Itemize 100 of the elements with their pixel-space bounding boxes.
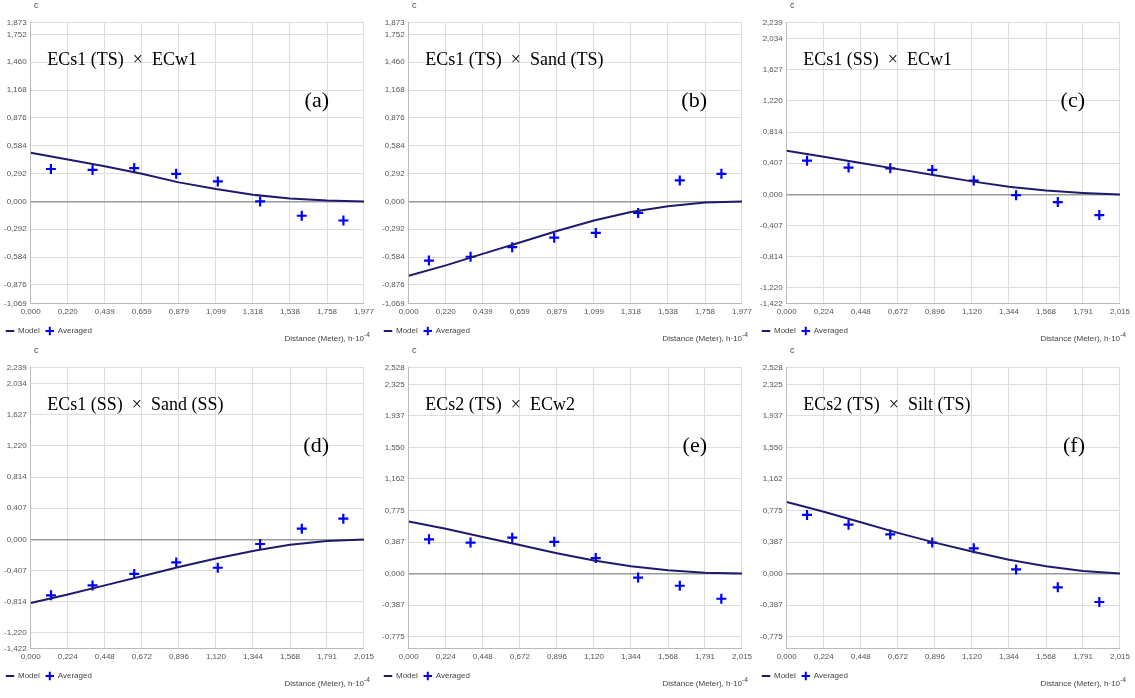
y-axis-title: c	[34, 0, 39, 10]
point	[211, 175, 224, 188]
y-tick-label: 1,873	[6, 18, 28, 27]
x-tick-label: 1,120	[583, 652, 605, 662]
x-tick-label: 1,344	[242, 652, 264, 662]
y-tick-label: 2,239	[6, 363, 28, 372]
point	[632, 571, 645, 584]
y-tick-label: -0,584	[4, 252, 28, 262]
x-tick-label: 0,879	[546, 307, 568, 317]
x-tick-label: 0,659	[509, 307, 531, 317]
annotation: (b)	[681, 86, 707, 112]
y-tick-label: 1,752	[6, 29, 28, 39]
point	[673, 174, 686, 187]
x-tick-label: 0,000	[776, 307, 798, 317]
y-tick-label: -1,069	[4, 298, 28, 308]
point	[800, 508, 814, 522]
point	[254, 195, 267, 208]
x-tick-label: 0,000	[398, 652, 420, 662]
point	[86, 579, 99, 592]
x-axis-title: Distance (Meter), h·10$^{-4}$	[284, 676, 370, 688]
x-tick-label: 0,224	[813, 307, 835, 317]
legend-label: Model	[774, 326, 797, 336]
point	[44, 162, 58, 176]
x-tick-label: 1,568	[280, 652, 301, 662]
y-tick-label: 1,873	[384, 18, 406, 27]
point	[1093, 595, 1106, 609]
x-tick-label: 1,318	[620, 307, 642, 317]
legend-label: Averaged	[813, 671, 848, 681]
point	[295, 522, 308, 535]
y-tick-label: 0,584	[384, 140, 406, 150]
x-tick-label: 0,896	[546, 652, 568, 662]
y-tick-label: 2,239	[762, 18, 784, 27]
point	[800, 154, 814, 167]
x-tick-label: 0,439	[472, 307, 494, 317]
y-tick-label: 0,775	[762, 505, 784, 515]
x-tick-label: 1,568	[1036, 652, 1057, 662]
x-tick-label: 1,344	[620, 652, 642, 662]
x-tick-label: 1,791	[316, 652, 338, 662]
point	[86, 163, 99, 177]
x-tick-label: 0,672	[131, 652, 153, 662]
y-tick-label: -0,814	[4, 597, 28, 606]
x-tick-label: 0,672	[887, 307, 909, 317]
x-tick-label: 1,318	[242, 307, 264, 317]
y-tick-label: 2,528	[384, 363, 406, 372]
y-tick-label: 2,325	[384, 379, 406, 389]
x-tick-label: 0,896	[924, 652, 946, 662]
y-tick-label: 0,814	[762, 127, 784, 137]
x-tick-label: 0,224	[57, 652, 79, 662]
y-tick-label: 0,292	[384, 168, 406, 178]
x-tick-label: 1,758	[695, 307, 716, 317]
y-tick-label: 2,034	[762, 33, 784, 43]
x-tick-label: 0,448	[94, 652, 116, 662]
point	[842, 518, 855, 531]
x-tick-label: 1,791	[1072, 307, 1094, 317]
legend-label: Model	[774, 671, 797, 681]
y-tick-label: 0,407	[6, 503, 28, 513]
x-tick-label: 2,015	[353, 652, 375, 662]
x-tick-label: 1,538	[657, 307, 679, 317]
y-tick-label: -0,584	[382, 252, 406, 262]
point	[548, 231, 561, 244]
y-tick-label: -0,814	[760, 252, 784, 261]
x-tick-label: 0,220	[57, 307, 79, 317]
y-tick-label: 2,528	[762, 363, 784, 372]
y-tick-label: 0,000	[384, 196, 406, 206]
y-axis-title: c	[34, 345, 39, 355]
x-tick-label: 1,568	[1036, 307, 1057, 317]
x-tick-label: 1,099	[583, 307, 605, 317]
y-tick-label: -0,775	[382, 631, 406, 641]
x-tick-label: 1,120	[961, 652, 983, 662]
y-tick-label: 0,292	[6, 168, 28, 178]
y-tick-label: 0,000	[384, 568, 406, 578]
y-tick-label: 0,584	[6, 140, 28, 150]
y-tick-label: 1,162	[384, 474, 406, 484]
x-tick-label: 0,000	[20, 652, 42, 662]
point	[422, 254, 436, 267]
x-tick-label: 2,015	[1109, 652, 1131, 662]
y-tick-label: 2,325	[762, 379, 784, 389]
y-tick-label: -1,422	[760, 298, 784, 308]
legend-label: Averaged	[435, 326, 470, 336]
x-tick-label: 1,758	[317, 307, 338, 317]
point	[506, 241, 519, 254]
point	[1051, 581, 1064, 594]
x-tick-label: 0,224	[813, 652, 835, 662]
x-tick-label: 0,000	[20, 307, 42, 317]
y-tick-label: 1,220	[762, 96, 784, 106]
y-tick-label: 1,627	[6, 409, 28, 419]
x-tick-label: 0,448	[472, 652, 494, 662]
y-tick-label: 1,460	[384, 57, 406, 67]
y-tick-label: -0,292	[4, 224, 28, 234]
y-tick-label: 0,814	[6, 472, 28, 482]
x-tick-label: 1,120	[205, 652, 227, 662]
point	[464, 536, 477, 549]
x-tick-label: 1,791	[1072, 652, 1094, 662]
x-tick-label: 1,344	[998, 307, 1020, 317]
point	[715, 592, 728, 605]
x-tick-label: 0,439	[94, 307, 116, 317]
annotation: (d)	[303, 431, 329, 457]
x-tick-label: 0,224	[435, 652, 457, 662]
point	[884, 162, 897, 175]
x-tick-label: 0,659	[131, 307, 153, 317]
